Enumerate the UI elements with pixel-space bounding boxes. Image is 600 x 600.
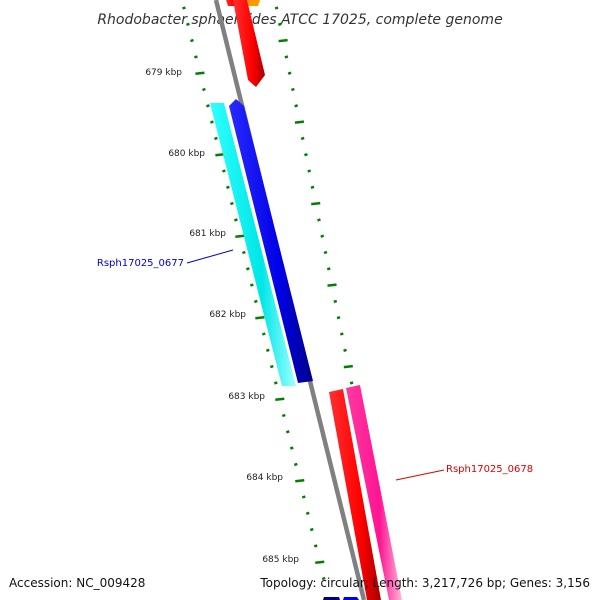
minor-tick <box>349 381 354 385</box>
minor-tick <box>245 267 250 271</box>
minor-tick <box>225 185 230 189</box>
minor-tick <box>317 218 321 222</box>
minor-tick <box>307 169 312 173</box>
scale-label-680: 680 kbp <box>168 149 205 159</box>
minor-tick <box>301 495 306 499</box>
minor-tick <box>265 348 270 352</box>
scale-label-679: 679 kbp <box>145 68 182 78</box>
accession-text: Accession: NC_009428 <box>9 576 146 590</box>
minor-tick <box>305 511 310 515</box>
scale-label-681: 681 kbp <box>189 229 226 239</box>
minor-tick <box>277 22 282 26</box>
minor-tick <box>214 136 218 141</box>
major-tick <box>235 234 245 238</box>
minor-tick <box>281 413 286 418</box>
major-tick <box>295 478 305 483</box>
gene-top-red-arrow <box>233 0 265 87</box>
major-tick <box>311 201 321 206</box>
gene-label-rsph17025-0678[interactable]: Rsph17025_0678 <box>446 464 533 475</box>
minor-tick <box>253 299 258 304</box>
scale-label-684: 684 kbp <box>246 473 283 483</box>
scale-label-682: 682 kbp <box>209 310 246 320</box>
gene-label-leader-0677 <box>186 249 234 264</box>
minor-tick <box>206 104 210 108</box>
minor-tick <box>182 6 186 10</box>
major-tick <box>294 120 305 124</box>
minor-tick <box>229 201 234 206</box>
minor-tick <box>291 87 295 92</box>
minor-tick <box>323 250 328 255</box>
minor-tick <box>190 38 194 43</box>
gene-label-leader-0678 <box>395 469 445 481</box>
minor-tick <box>273 381 278 385</box>
major-tick <box>195 71 205 75</box>
minor-tick <box>249 283 254 287</box>
minor-tick <box>261 332 266 336</box>
gene-red <box>329 389 381 600</box>
scale-label-683: 683 kbp <box>228 392 265 402</box>
minor-tick <box>326 267 331 271</box>
minor-tick <box>313 544 318 548</box>
minor-tick <box>221 169 226 173</box>
minor-tick <box>300 136 305 141</box>
minor-tick <box>241 250 246 255</box>
gene-bottom-navy <box>323 597 340 600</box>
gene-label-rsph17025-0677[interactable]: Rsph17025_0677 <box>97 258 184 269</box>
minor-tick <box>269 364 274 369</box>
minor-tick <box>304 153 308 157</box>
minor-tick <box>321 576 326 581</box>
major-tick <box>327 283 337 287</box>
gene-blue-arrow <box>229 99 313 383</box>
minor-tick <box>285 430 290 434</box>
major-tick <box>278 38 288 43</box>
minor-tick <box>284 55 289 59</box>
minor-tick <box>274 6 279 10</box>
minor-tick <box>343 348 347 352</box>
minor-tick <box>336 316 341 320</box>
gene-pink <box>346 385 402 600</box>
major-tick <box>343 364 353 369</box>
major-tick <box>275 397 285 401</box>
minor-tick <box>186 22 190 26</box>
minor-tick <box>194 55 198 59</box>
major-tick <box>255 315 265 320</box>
minor-tick <box>339 332 344 336</box>
minor-tick <box>294 104 299 108</box>
minor-tick <box>233 218 238 222</box>
topology-text: Topology: circular; Length: 3,217,726 bp… <box>260 576 590 590</box>
major-tick <box>315 560 325 564</box>
major-tick <box>215 152 225 157</box>
minor-tick <box>289 446 294 450</box>
map-title: Rhodobacter sphaeroides ATCC 17025, comp… <box>97 12 502 28</box>
minor-tick <box>202 87 206 92</box>
minor-tick <box>287 71 292 75</box>
scale-label-685: 685 kbp <box>262 555 299 565</box>
minor-tick <box>309 527 314 532</box>
minor-tick <box>293 462 298 467</box>
gene-bottom-blue <box>343 597 359 600</box>
minor-tick <box>333 299 338 304</box>
gene-cyan <box>210 103 296 386</box>
minor-tick <box>310 185 315 189</box>
minor-tick <box>210 120 214 124</box>
minor-tick <box>320 234 325 238</box>
